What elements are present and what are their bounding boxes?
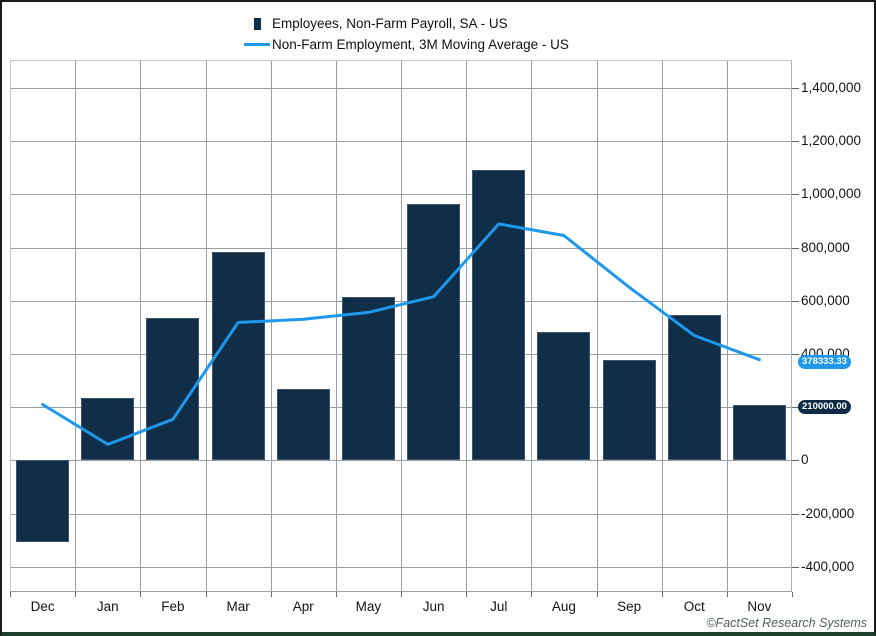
bar-jun: [407, 204, 461, 461]
x-tick-label: Dec: [30, 599, 55, 614]
x-axis-tick: [792, 592, 793, 597]
v-gridline: [726, 61, 728, 591]
x-tick-label: Jan: [96, 599, 119, 614]
bar-nov: [732, 404, 786, 461]
line-series-swatch-icon: [242, 43, 272, 46]
x-tick-label: Jun: [422, 599, 445, 614]
x-tick-label: Oct: [683, 599, 705, 614]
v-gridline: [661, 61, 663, 591]
x-axis-tick: [531, 592, 533, 597]
x-axis-tick: [205, 592, 207, 597]
legend-item-payroll: Employees, Non-Farm Payroll, SA - US: [242, 14, 569, 33]
bar-dec: [16, 460, 70, 542]
v-gridline: [596, 61, 598, 591]
bar-feb: [146, 317, 200, 461]
y-axis-tick: [792, 247, 799, 249]
bar-swatch-icon: [253, 17, 261, 30]
line-swatch-icon: [244, 43, 270, 46]
bar-apr: [276, 388, 330, 461]
bar-mar: [211, 251, 265, 461]
y-axis-tick: [792, 300, 799, 302]
copyright-text: ©FactSet Research Systems: [706, 616, 867, 630]
y-tick-label: 0: [801, 452, 809, 468]
y-tick-label: 800,000: [801, 239, 850, 255]
x-axis-tick: [335, 592, 337, 597]
v-gridline: [140, 61, 142, 591]
x-axis-tick: [466, 592, 468, 597]
v-gridline: [531, 61, 533, 591]
bar-aug: [537, 331, 591, 461]
y-axis-tick: [792, 566, 799, 568]
x-axis-tick: [140, 592, 142, 597]
v-gridline: [401, 61, 402, 591]
v-gridline: [205, 61, 207, 591]
bar-sep: [602, 359, 656, 461]
x-axis-tick: [75, 592, 77, 597]
y-axis-tick: [792, 353, 799, 355]
legend-label-payroll: Employees, Non-Farm Payroll, SA - US: [272, 16, 508, 31]
bar-jan: [81, 398, 135, 461]
y-axis-tick: [792, 194, 799, 196]
bar-series-swatch-icon: [242, 17, 272, 30]
x-axis-tick: [596, 592, 598, 597]
v-gridline: [466, 61, 468, 591]
last-value-badge-line: 378333.33: [798, 354, 851, 369]
bar-may: [341, 297, 395, 461]
y-tick-label: -400,000: [801, 558, 855, 574]
x-tick-label: Nov: [747, 599, 772, 614]
v-gridline: [270, 61, 272, 591]
x-axis-tick: [270, 592, 272, 597]
x-tick-label: Sep: [617, 599, 642, 614]
last-value-badge-bar: 210000.00: [798, 399, 851, 414]
x-tick-label: Feb: [161, 599, 185, 614]
x-axis-tick: [726, 592, 728, 597]
x-tick-label: May: [355, 599, 382, 614]
y-tick-label: 600,000: [801, 292, 850, 308]
y-tick-label: 1,200,000: [801, 133, 862, 149]
y-axis-tick: [792, 407, 799, 409]
legend: Employees, Non-Farm Payroll, SA - US Non…: [242, 14, 569, 54]
y-axis-tick: [792, 460, 799, 462]
legend-item-moving-average: Non-Farm Employment, 3M Moving Average -…: [242, 35, 569, 54]
bar-jul: [472, 170, 526, 461]
y-axis-tick: [792, 141, 799, 143]
x-tick-label: Mar: [226, 599, 250, 614]
legend-label-moving-average: Non-Farm Employment, 3M Moving Average -…: [272, 37, 569, 52]
y-tick-label: 1,400,000: [801, 79, 862, 95]
y-tick-label: 1,000,000: [801, 186, 862, 202]
bar-oct: [667, 315, 721, 461]
v-gridline: [335, 61, 337, 591]
x-axis-tick: [10, 592, 11, 597]
x-axis-tick: [661, 592, 663, 597]
x-axis-tick: [401, 592, 402, 597]
v-gridline: [75, 61, 77, 591]
x-tick-label: Apr: [292, 599, 314, 614]
y-axis-tick: [792, 513, 799, 515]
y-tick-label: -200,000: [801, 505, 855, 521]
x-tick-label: Aug: [551, 599, 576, 614]
y-axis-tick: [792, 87, 799, 89]
x-tick-label: Jul: [490, 599, 508, 614]
